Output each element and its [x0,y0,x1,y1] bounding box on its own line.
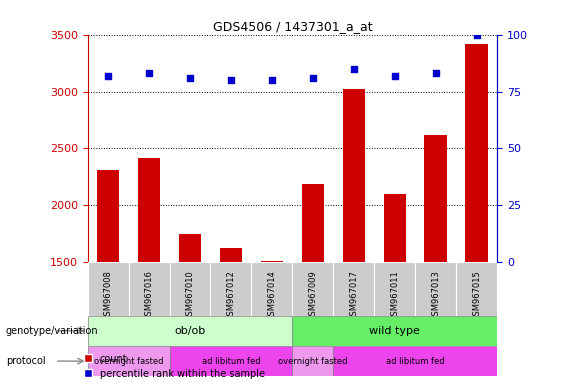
Bar [220,248,242,262]
Text: GSM967013: GSM967013 [431,270,440,321]
Text: ad libitum fed: ad libitum fed [386,357,445,366]
Bar [424,135,447,262]
Bar [170,346,293,376]
Bar [88,262,129,316]
Point [349,66,358,72]
Text: GSM967009: GSM967009 [308,270,318,321]
Bar [466,44,488,262]
Text: GSM967017: GSM967017 [349,270,358,321]
Bar [384,194,406,262]
Title: GDS4506 / 1437301_a_at: GDS4506 / 1437301_a_at [212,20,372,33]
Bar [88,316,293,346]
Bar [342,89,365,262]
Point [308,75,318,81]
Text: GSM967015: GSM967015 [472,270,481,321]
Bar [88,346,170,376]
Bar [415,262,457,316]
Text: GSM967014: GSM967014 [267,270,276,321]
Bar [333,262,374,316]
Text: GSM967008: GSM967008 [103,270,112,321]
Legend: count, percentile rank within the sample: count, percentile rank within the sample [84,354,264,379]
Text: wild type: wild type [370,326,420,336]
Bar [138,157,160,262]
Bar [293,346,333,376]
Bar [251,262,293,316]
Bar [97,170,119,262]
Bar [179,234,201,262]
Text: GSM967016: GSM967016 [145,270,154,321]
Text: ad libitum fed: ad libitum fed [202,357,260,366]
Text: protocol: protocol [6,356,45,366]
Text: genotype/variation: genotype/variation [6,326,98,336]
Point [390,73,399,79]
Bar [211,262,251,316]
Bar [293,262,333,316]
Text: overnight fasted: overnight fasted [94,357,163,366]
Bar [293,316,497,346]
Text: overnight fasted: overnight fasted [278,357,347,366]
Bar [302,184,324,262]
Bar [457,262,497,316]
Text: GSM967012: GSM967012 [227,270,236,321]
Bar [170,262,210,316]
Point [185,75,194,81]
Text: GSM967011: GSM967011 [390,270,399,321]
Bar [374,262,415,316]
Point [431,70,440,76]
Point [145,70,154,76]
Point [103,73,112,79]
Point [267,77,276,83]
Text: ob/ob: ob/ob [175,326,206,336]
Point [227,77,236,83]
Bar [260,261,283,262]
Bar [129,262,170,316]
Text: GSM967010: GSM967010 [185,270,194,321]
Point [472,31,481,38]
Bar [333,346,497,376]
